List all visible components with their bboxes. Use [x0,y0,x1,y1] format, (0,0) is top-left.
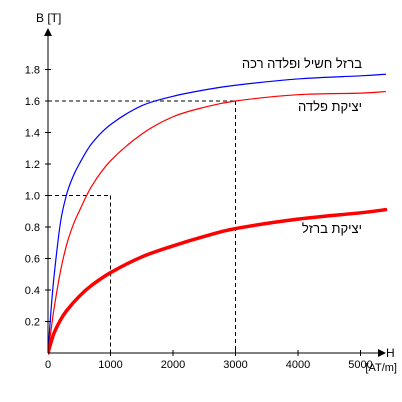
y-tick-label: 0.8 [25,222,40,234]
y-tick-labels: 0.2 0.4 0.6 0.8 1.0 1.2 1.4 1.6 1.8 [25,65,51,329]
y-tick-label: 0.2 [25,317,40,329]
curve-cast-steel [48,90,387,354]
x-tick-label: 2000 [161,359,185,371]
y-tick-label: 1.0 [25,191,40,203]
curves [48,73,388,355]
y-tick-label: 0.6 [25,254,40,266]
curve-soft-iron-steel [48,73,387,354]
y-tick-label: 1.4 [25,128,40,140]
reference-lines [48,100,236,353]
x-tick-label: 3000 [223,359,247,371]
series-label-soft-iron: ברזל חשיל ופלדה רכה [242,56,362,71]
y-tick-label: 1.2 [25,159,40,171]
curve-cast-iron [48,207,388,355]
x-tick-label: 4000 [286,359,310,371]
y-tick-label: 0.4 [25,285,40,297]
series-label-cast-steel: יציקת פלדה [298,99,362,114]
y-axis-label: B [T] [36,11,61,25]
x-axis-label: H [386,346,395,360]
x-axis-arrow-icon [378,349,386,357]
x-tick-labels: 0 1000 2000 3000 4000 5000 [45,350,373,371]
y-tick-label: 1.6 [25,96,40,108]
x-tick-label: 5000 [348,359,372,371]
x-tick-label: 1000 [98,359,122,371]
x-tick-label: 0 [45,359,51,371]
x-axis-unit: [AT/m] [365,362,397,374]
y-axis-arrow-icon [44,28,52,36]
series-label-cast-iron: יציקת ברזל [302,221,362,236]
y-tick-label: 1.8 [25,65,40,77]
